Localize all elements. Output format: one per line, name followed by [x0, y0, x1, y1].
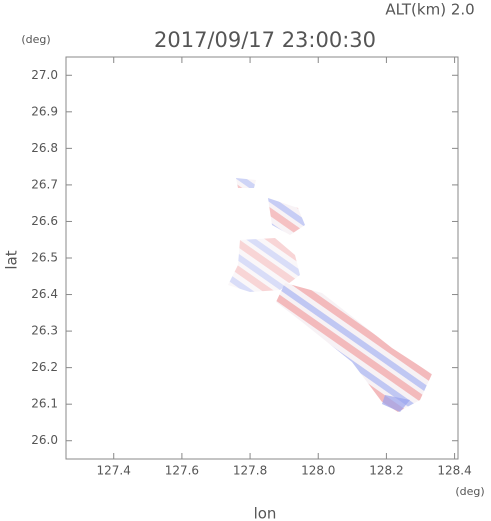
subtitle: ALT(km) 2.0: [385, 1, 474, 19]
y-tick-label: 26.4: [31, 287, 58, 301]
x-tick-label: 127.8: [233, 464, 267, 478]
y-tick-label: 26.2: [31, 360, 58, 374]
y-label: lat: [3, 250, 21, 269]
x-unit: (deg): [455, 485, 484, 498]
x-tick-label: 127.6: [165, 464, 199, 478]
y-tick-label: 26.3: [31, 324, 58, 338]
y-tick-label: 26.1: [31, 397, 58, 411]
x-tick-label: 128.2: [369, 464, 403, 478]
x-tick-label: 128.0: [301, 464, 335, 478]
y-unit: (deg): [21, 33, 50, 46]
x-label: lon: [254, 505, 277, 521]
chart-title: 2017/09/17 23:00:30: [154, 28, 376, 52]
y-tick-label: 26.7: [31, 177, 58, 191]
y-tick-label: 26.9: [31, 104, 58, 118]
x-tick-label: 127.4: [97, 464, 131, 478]
y-tick-label: 26.6: [31, 214, 58, 228]
y-tick-label: 27.0: [31, 68, 58, 82]
y-tick-label: 26.0: [31, 433, 58, 447]
x-tick-label: 128.4: [437, 464, 471, 478]
echo-field: [228, 178, 432, 412]
y-tick-label: 26.8: [31, 141, 58, 155]
y-tick-label: 26.5: [31, 251, 58, 265]
